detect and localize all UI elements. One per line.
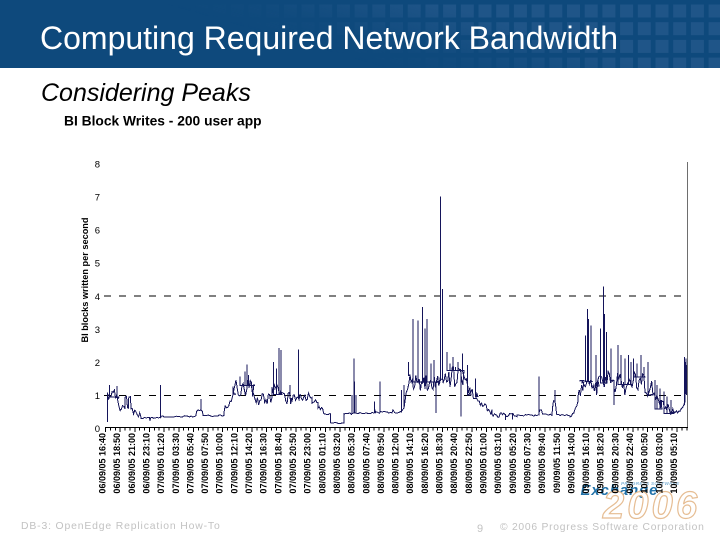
svg-text:09/09/05 03:10: 09/09/05 03:10 bbox=[493, 433, 503, 494]
svg-text:09/09/05 14:00: 09/09/05 14:00 bbox=[566, 433, 576, 494]
svg-text:09/09/05 16:10: 09/09/05 16:10 bbox=[581, 433, 591, 494]
svg-text:08/09/05 01:10: 08/09/05 01:10 bbox=[317, 433, 327, 494]
svg-text:08/09/05 20:40: 08/09/05 20:40 bbox=[449, 433, 459, 494]
svg-text:08/09/05 14:10: 08/09/05 14:10 bbox=[405, 433, 415, 494]
svg-text:BI Block Writes - 200 user app: BI Block Writes - 200 user app bbox=[64, 114, 262, 129]
svg-text:08/09/05 03:20: 08/09/05 03:20 bbox=[332, 433, 342, 494]
svg-text:2: 2 bbox=[95, 358, 100, 369]
svg-text:4: 4 bbox=[95, 292, 100, 303]
svg-text:07/09/05 20:50: 07/09/05 20:50 bbox=[288, 433, 298, 494]
svg-text:09/09/05 18:20: 09/09/05 18:20 bbox=[596, 433, 606, 494]
svg-text:08/09/05 22:50: 08/09/05 22:50 bbox=[464, 433, 474, 494]
svg-text:06/09/05 16:40: 06/09/05 16:40 bbox=[98, 433, 108, 494]
svg-text:09/09/05 07:30: 09/09/05 07:30 bbox=[523, 433, 533, 494]
svg-text:08/09/05 18:30: 08/09/05 18:30 bbox=[435, 433, 445, 494]
svg-text:6: 6 bbox=[95, 226, 100, 237]
svg-text:0: 0 bbox=[95, 424, 100, 435]
svg-text:08/09/05 12:00: 08/09/05 12:00 bbox=[391, 433, 401, 494]
svg-text:08/09/05 05:30: 08/09/05 05:30 bbox=[347, 433, 357, 494]
svg-text:2006: 2006 bbox=[602, 485, 700, 527]
svg-text:8: 8 bbox=[95, 159, 100, 170]
svg-text:10/09/05 03:00: 10/09/05 03:00 bbox=[654, 433, 664, 494]
svg-text:07/09/05 03:30: 07/09/05 03:30 bbox=[171, 433, 181, 494]
svg-text:07/09/05 23:00: 07/09/05 23:00 bbox=[303, 433, 313, 494]
svg-text:09/09/05 11:50: 09/09/05 11:50 bbox=[552, 433, 562, 493]
svg-text:07/09/05 05:40: 07/09/05 05:40 bbox=[185, 433, 195, 494]
svg-text:06/09/05 23:10: 06/09/05 23:10 bbox=[142, 433, 152, 494]
svg-text:09/09/05 09:40: 09/09/05 09:40 bbox=[537, 433, 547, 494]
svg-text:08/09/05 07:40: 08/09/05 07:40 bbox=[361, 433, 371, 494]
svg-text:3: 3 bbox=[95, 325, 100, 336]
svg-text:07/09/05 18:40: 07/09/05 18:40 bbox=[273, 433, 283, 494]
svg-text:09/09/05 20:30: 09/09/05 20:30 bbox=[610, 433, 620, 494]
svg-text:BI blocks written per second: BI blocks written per second bbox=[80, 217, 90, 342]
svg-text:06/09/05 21:00: 06/09/05 21:00 bbox=[127, 433, 137, 494]
svg-text:08/09/05 09:50: 08/09/05 09:50 bbox=[376, 433, 386, 494]
svg-text:09/09/05 01:00: 09/09/05 01:00 bbox=[479, 433, 489, 494]
svg-text:Exchange: Exchange bbox=[581, 483, 659, 499]
svg-text:07/09/05 10:00: 07/09/05 10:00 bbox=[215, 433, 225, 494]
svg-text:07/09/05 07:50: 07/09/05 07:50 bbox=[200, 433, 210, 494]
svg-text:08/09/05 16:20: 08/09/05 16:20 bbox=[420, 433, 430, 494]
svg-text:5: 5 bbox=[95, 259, 100, 270]
svg-text:07/09/05 14:20: 07/09/05 14:20 bbox=[244, 433, 254, 494]
svg-text:07/09/05 01:20: 07/09/05 01:20 bbox=[156, 433, 166, 494]
svg-text:06/09/05 18:50: 06/09/05 18:50 bbox=[112, 433, 122, 494]
svg-text:10/09/05 05:10: 10/09/05 05:10 bbox=[669, 433, 679, 494]
svg-text:07/09/05 16:30: 07/09/05 16:30 bbox=[259, 433, 269, 494]
svg-text:7: 7 bbox=[95, 193, 100, 204]
svg-text:07/09/05 12:10: 07/09/05 12:10 bbox=[229, 433, 239, 494]
svg-text:09/09/05 05:20: 09/09/05 05:20 bbox=[508, 433, 518, 494]
svg-text:10/09/05 00:50: 10/09/05 00:50 bbox=[640, 433, 650, 494]
svg-text:1: 1 bbox=[95, 391, 100, 402]
svg-text:PROGRESS SOFTWARE: PROGRESS SOFTWARE bbox=[621, 481, 680, 486]
svg-text:09/09/05 22:40: 09/09/05 22:40 bbox=[625, 433, 635, 494]
